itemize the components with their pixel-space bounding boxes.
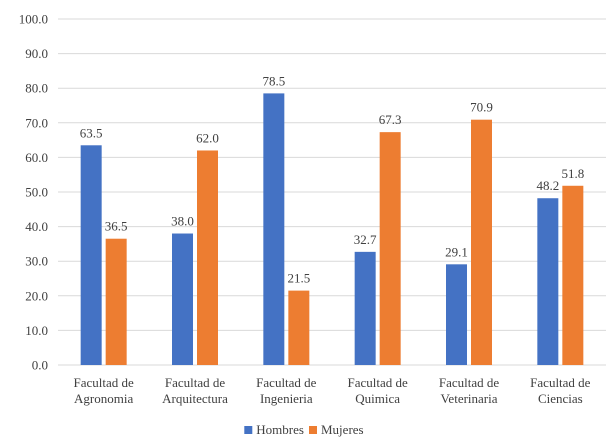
bar-hombres-3: [354, 251, 376, 365]
y-tick-label: 50.0: [25, 185, 48, 200]
y-tick-label: 70.0: [25, 115, 48, 130]
bar-hombres-0: [80, 145, 102, 365]
y-tick-label: 30.0: [25, 254, 48, 269]
legend-label-mujeres: Mujeres: [321, 422, 364, 437]
y-tick-label: 20.0: [25, 288, 48, 303]
data-label-mujeres-2: 21.5: [287, 271, 310, 286]
data-label-mujeres-4: 70.9: [470, 100, 493, 115]
category-labels-layer: Facultad de Agronomia Facultad de Arquitect…: [74, 375, 591, 406]
grid-layer: [58, 18, 606, 366]
bar-hombres-1: [172, 233, 193, 365]
data-label-hombres-2: 78.5: [262, 73, 285, 88]
category-label-1: Facultad de Arquitectura: [162, 375, 228, 406]
bar-hombres-2: [263, 93, 285, 365]
y-tick-label: 100.0: [19, 12, 48, 27]
bar-mujeres-5: [562, 185, 584, 365]
category-label-2: Facultad de Ingenieria: [256, 375, 317, 406]
y-tick-label: 40.0: [25, 219, 48, 234]
bar-hombres-5: [537, 198, 559, 365]
y-tick-label: 60.0: [25, 150, 48, 165]
legend-label-hombres: Hombres: [256, 422, 304, 437]
category-label-0: Facultad de Agronomia: [74, 375, 135, 406]
data-label-mujeres-3: 67.3: [379, 112, 402, 127]
data-label-mujeres-0: 36.5: [105, 219, 128, 234]
bar-mujeres-1: [197, 150, 218, 365]
data-label-hombres-3: 32.7: [354, 232, 377, 247]
data-labels-layer: 63.5 36.5 38.0 62.0 78.5 21.5 32.7 67.3 29.1 70.9…: [80, 73, 584, 285]
data-label-mujeres-1: 62.0: [196, 130, 219, 145]
y-tick-label: 0.0: [32, 358, 48, 373]
bar-mujeres-4: [471, 119, 492, 365]
data-label-hombres-5: 48.2: [536, 178, 559, 193]
y-tick-label: 90.0: [25, 46, 48, 61]
legend-swatch-hombres: [244, 426, 253, 434]
bar-hombres-4: [446, 264, 467, 365]
category-label-4: Facultad de Veterinaria: [439, 375, 500, 406]
y-axis-ticks: 0.0 10.0 20.0 30.0 40.0 50.0 60.0 70.0 80.0 90.0 1…: [19, 12, 48, 373]
category-label-5: Facultad de Ciencias: [530, 375, 591, 406]
legend-swatch-mujeres: [309, 426, 317, 434]
y-tick-label: 10.0: [25, 323, 48, 338]
bars-layer: [80, 93, 584, 365]
data-label-hombres-1: 38.0: [171, 214, 194, 229]
category-label-3: Facultad de Quimica: [348, 375, 409, 406]
data-label-mujeres-5: 51.8: [561, 166, 584, 181]
bar-mujeres-2: [288, 290, 310, 365]
data-label-hombres-0: 63.5: [80, 125, 103, 140]
bar-mujeres-3: [379, 132, 401, 365]
bar-mujeres-0: [105, 238, 127, 365]
legend: Hombres Mujeres: [244, 422, 364, 437]
y-tick-label: 80.0: [25, 81, 48, 96]
data-label-hombres-4: 29.1: [445, 244, 468, 259]
